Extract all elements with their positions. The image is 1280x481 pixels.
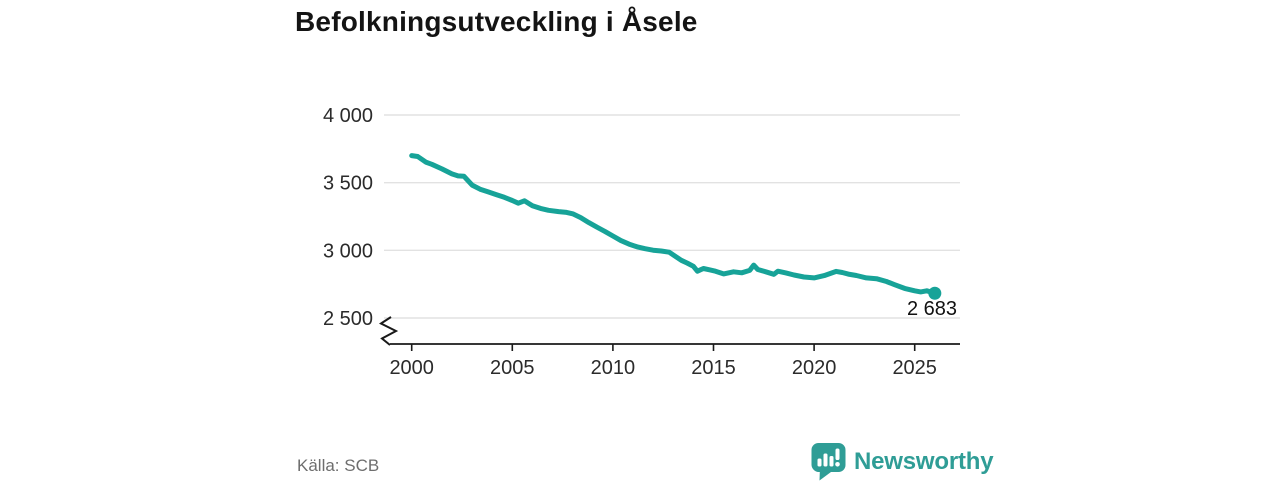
axis-break-icon	[378, 316, 399, 346]
newsworthy-wordmark: Newsworthy	[854, 447, 994, 475]
x-axis-label: 2000	[389, 357, 434, 379]
x-axis-label: 2025	[892, 357, 937, 379]
end-point-marker	[928, 286, 942, 300]
y-axis-label: 3 000	[323, 240, 373, 262]
newsworthy-logo: Newsworthy	[810, 442, 994, 481]
x-axis-label: 2010	[591, 357, 636, 379]
y-axis-label: 4 000	[323, 105, 373, 127]
x-axis-label: 2005	[490, 357, 535, 379]
source-attribution: Källa: SCB	[297, 456, 380, 475]
population-line	[409, 153, 938, 296]
newsworthy-logo-icon	[811, 443, 846, 481]
x-axis-label: 2015	[691, 357, 736, 379]
logo-speech-bubble-icon	[811, 443, 846, 481]
population-line-chart: 4 000 3 500 3 000 2 500 2000 2005 2010 2015 2020…	[323, 105, 960, 379]
end-value-label: 2 683	[907, 298, 957, 320]
y-axis-label: 3 500	[323, 173, 373, 195]
chart-title: Befolkningsutveckling i Åsele	[295, 6, 698, 37]
y-axis-label: 2 500	[323, 308, 373, 330]
logo-bars-icon	[817, 448, 840, 467]
x-axis-label: 2020	[792, 357, 837, 379]
